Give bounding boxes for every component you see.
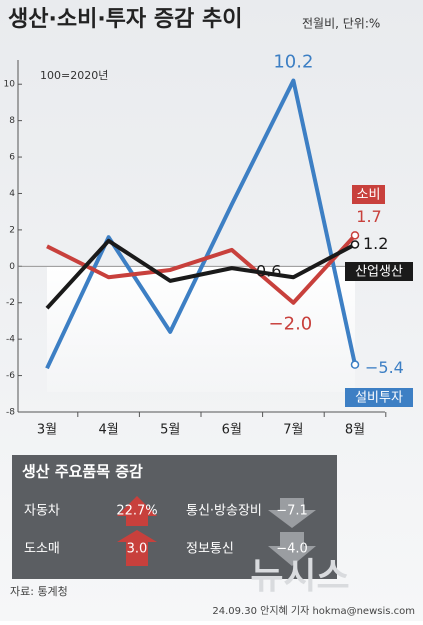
x-tick-label: 7월 xyxy=(283,423,303,438)
y-tick-label: 10 xyxy=(4,80,16,90)
x-tick-label: 3월 xyxy=(37,423,57,438)
y-tick-label: 2 xyxy=(9,225,15,235)
item-value: 22.7% xyxy=(116,504,157,519)
legend-label: 소비 xyxy=(357,188,381,203)
x-tick-label: 8월 xyxy=(345,423,365,438)
y-tick-label: 0 xyxy=(9,262,15,272)
panel-title: 생산 주요품목 증감 xyxy=(22,463,143,481)
watermark: 뉴시스 xyxy=(250,556,349,597)
up-arrow xyxy=(117,496,157,526)
end-marker xyxy=(350,240,360,249)
plot-shade xyxy=(47,267,355,392)
source: 자료: 통계청 xyxy=(10,585,68,598)
item-label: 자동차 xyxy=(24,504,60,519)
value-label: −2.0 xyxy=(269,314,313,335)
item-value: −4.0 xyxy=(276,542,308,557)
credit: 24.09.30 안지혜 기자 hokma@newsis.com xyxy=(212,605,415,617)
legend-label: 산업생산 xyxy=(355,265,403,280)
end-marker xyxy=(350,231,360,240)
y-tick-label: -2 xyxy=(6,298,15,308)
x-tick-label: 6월 xyxy=(222,423,242,438)
down-arrow xyxy=(268,498,316,528)
y-tick-label: 4 xyxy=(9,189,15,199)
chart-subtitle: 전월비, 단위:% xyxy=(302,17,380,31)
y-tick-label: 8 xyxy=(9,116,15,126)
end-marker xyxy=(350,360,360,369)
legend-box xyxy=(345,262,413,281)
y-tick-label: -4 xyxy=(6,335,15,345)
value-label: −5.4 xyxy=(365,358,404,377)
annotation: 100=2020년 xyxy=(40,69,108,82)
value-label: 1.2 xyxy=(363,234,388,253)
plot: -8 -6 -4 -2 0 2 4 6 8 10 3월 4월 5월 6월 7월 8월 10.2 −5.4 설비투자 −… xyxy=(4,52,413,438)
item-value: 3.0 xyxy=(127,542,148,557)
series-line xyxy=(45,78,357,370)
x-tick-label: 4월 xyxy=(98,423,118,438)
down-arrow xyxy=(268,532,316,566)
item-label: 통신·방송장비 xyxy=(186,504,262,519)
y-tick-label: 6 xyxy=(9,153,15,163)
legend-label: 설비투자 xyxy=(355,391,403,406)
y-tick-label: -6 xyxy=(6,371,15,381)
value-label: −0.6 xyxy=(243,262,282,281)
x-tick-label: 5월 xyxy=(160,423,180,438)
series-line xyxy=(46,234,357,305)
value-label: 1.7 xyxy=(356,207,381,226)
series-line xyxy=(45,238,356,310)
up-arrow xyxy=(117,530,157,566)
legend-box xyxy=(352,185,385,204)
y-tick-label: -8 xyxy=(6,408,15,418)
chart-title: 생산·소비·투자 증감 추이 xyxy=(8,7,242,32)
item-label: 정보통신 xyxy=(186,542,234,557)
item-value: −7.1 xyxy=(276,504,308,519)
value-label: 10.2 xyxy=(273,52,313,73)
legend-box xyxy=(345,388,413,407)
item-label: 도소매 xyxy=(24,542,60,557)
